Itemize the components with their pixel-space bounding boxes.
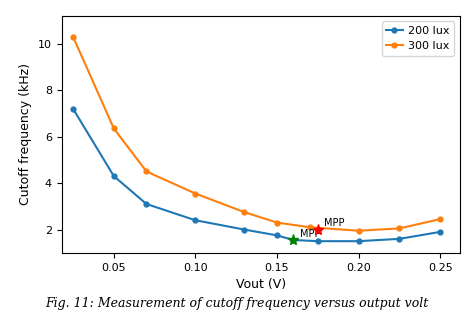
200 lux: [397, 237, 402, 241]
Text: MPP: MPP: [300, 228, 320, 239]
200 lux: [242, 228, 247, 231]
200 lux: [144, 202, 149, 206]
300 lux: [356, 229, 362, 233]
200 lux: [70, 107, 76, 111]
Line: 300 lux: 300 lux: [71, 34, 443, 233]
Text: Fig. 11: Measurement of cutoff frequency versus output volt: Fig. 11: Measurement of cutoff frequency…: [46, 297, 428, 310]
X-axis label: Vout (V): Vout (V): [236, 278, 286, 291]
300 lux: [192, 191, 198, 195]
Y-axis label: Cutoff frequency (kHz): Cutoff frequency (kHz): [19, 63, 32, 205]
200 lux: [315, 239, 320, 243]
200 lux: [356, 239, 362, 243]
Text: MPP: MPP: [324, 218, 345, 228]
Legend: 200 lux, 300 lux: 200 lux, 300 lux: [382, 21, 454, 56]
300 lux: [111, 127, 117, 131]
300 lux: [70, 35, 76, 39]
300 lux: [144, 170, 149, 173]
300 lux: [438, 217, 443, 221]
300 lux: [274, 221, 280, 224]
200 lux: [192, 218, 198, 222]
300 lux: [397, 227, 402, 230]
200 lux: [438, 230, 443, 234]
Line: 200 lux: 200 lux: [71, 106, 443, 244]
200 lux: [274, 234, 280, 237]
200 lux: [291, 238, 296, 242]
300 lux: [242, 210, 247, 214]
300 lux: [307, 225, 312, 229]
200 lux: [111, 174, 117, 178]
